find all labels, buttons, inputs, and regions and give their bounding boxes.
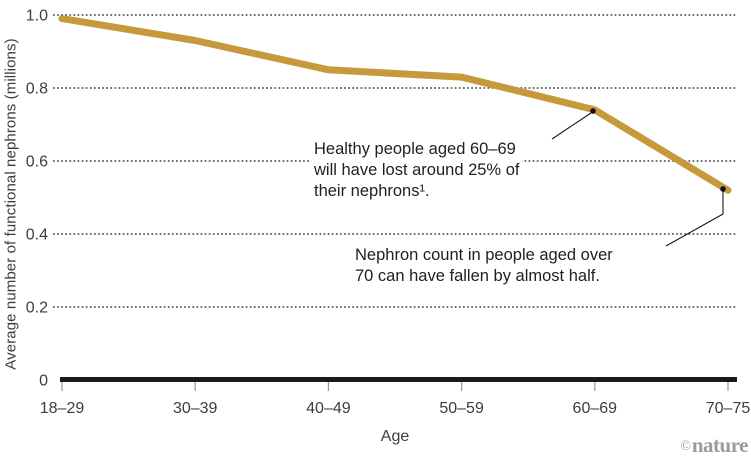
y-tick-label: 0.8	[26, 81, 48, 98]
x-tick-label: 30–39	[173, 400, 218, 417]
annotation-70-75: Nephron count in people aged over 70 can …	[352, 245, 616, 287]
y-tick-label: 0.2	[26, 300, 48, 317]
copyright-icon: ©	[680, 439, 691, 454]
x-axis-title: Age	[380, 428, 410, 445]
x-axis-line	[60, 377, 737, 382]
y-tick-label: 0.4	[26, 227, 48, 244]
nature-watermark: ©nature	[680, 433, 748, 458]
annotation-70-75-line: Nephron count in people aged over	[355, 246, 613, 264]
x-tick-label: 70–75	[706, 400, 751, 417]
annotation-60-69-point-marker	[590, 108, 596, 114]
y-tick-label: 0.6	[26, 154, 48, 171]
y-axis-title: Average number of functional nephrons (m…	[2, 38, 20, 370]
x-tick-label: 40–49	[306, 400, 351, 417]
annotation-60-69-line: Healthy people aged 60–69	[314, 140, 516, 158]
annotation-70-75-leader-line	[665, 191, 724, 247]
annotation-70-75-line: 70 can have fallen by almost half.	[355, 267, 600, 285]
nephron-series-line	[58, 15, 732, 194]
annotation-60-69-line: will have lost around 25% of	[314, 161, 520, 179]
y-tick-label: 0	[39, 373, 48, 390]
x-tick-label: 60–69	[573, 400, 618, 417]
annotation-60-69-leader-line	[551, 112, 592, 140]
annotation-60-69: Healthy people aged 60–69 will have lost …	[311, 139, 523, 202]
y-tick-label: 1.0	[26, 8, 48, 25]
x-tick-label: 50–59	[439, 400, 484, 417]
annotation-70-75-point-marker	[720, 186, 726, 192]
annotation-60-69-line: their nephrons¹.	[314, 182, 430, 200]
x-tick-label: 18–29	[40, 400, 85, 417]
nature-logo-text: nature	[691, 433, 749, 457]
